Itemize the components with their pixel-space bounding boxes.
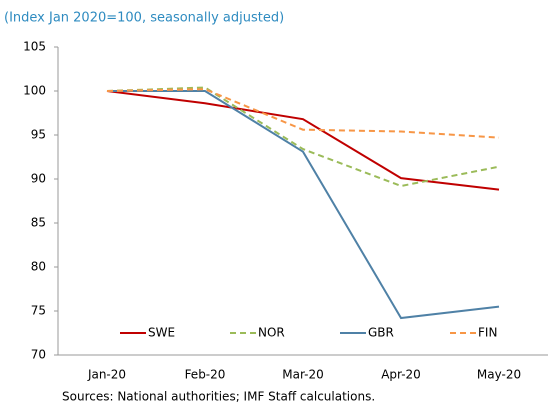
series-line [106, 88, 500, 139]
y-tick-label: 95 [31, 128, 46, 142]
y-tick-label: 75 [31, 304, 46, 318]
source-note: Sources: National authorities; IMF Staff… [62, 390, 375, 404]
series-line [106, 90, 500, 191]
y-tick-label: 105 [23, 40, 46, 54]
y-tick-label: 100 [23, 84, 46, 98]
legend-label: NOR [258, 326, 285, 340]
x-tick-label: Apr-20 [381, 368, 421, 382]
y-tick-label: 90 [31, 172, 46, 186]
x-tick-label: Feb-20 [185, 368, 226, 382]
series-line [106, 86, 500, 188]
chart-subtitle: (Index Jan 2020=100, seasonally adjusted… [4, 11, 284, 26]
y-tick-label: 70 [31, 348, 46, 362]
y-tick-label: 80 [31, 260, 46, 274]
legend-label: SWE [148, 326, 175, 340]
x-tick-label: Mar-20 [282, 368, 323, 382]
legend-label: GBR [368, 326, 394, 340]
legend-label: FIN [478, 326, 497, 340]
x-tick-label: Jan-20 [87, 368, 126, 382]
series-line [107, 90, 500, 320]
y-tick-label: 85 [31, 216, 46, 230]
x-tick-label: May-20 [477, 368, 521, 382]
